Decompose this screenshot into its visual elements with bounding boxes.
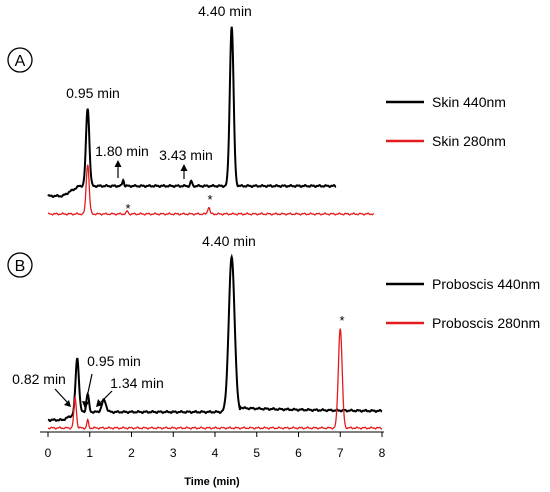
panel-b-label-circle [7,252,33,278]
panel-a: A 0.95 min 1.80 min 3.43 min 4.40 min * … [7,3,506,216]
x-tick-label-4: 4 [212,446,219,460]
arrow-shaft-b-082 [54,388,68,403]
arrow-head-b-134 [96,399,103,407]
x-tick-label-2: 2 [128,446,135,460]
legend-label-skin-440nm: Skin 440nm [432,94,506,110]
peak-label-a-343: 3.43 min [159,147,213,163]
x-tick-label-5: 5 [253,446,260,460]
legend-label-proboscis-440nm: Proboscis 440nm [432,276,540,292]
panel-b: B 0.82 min 0.95 min 1.34 min 4.40 min * … [7,233,540,430]
series-line-skin-440nm [47,26,337,199]
legend-label-proboscis-280nm: Proboscis 280nm [432,315,540,331]
x-axis-label: Time (min) [184,476,240,488]
panel-a-label: A [15,53,26,70]
peak-label-a-440: 4.40 min [198,3,252,19]
peak-label-b-134: 1.34 min [110,375,164,391]
arrow-shaft-b-134 [100,390,113,403]
x-tick-label-0: 0 [45,446,52,460]
arrow-head-a-180 [114,160,122,167]
peak-label-a-180: 1.80 min [95,143,149,159]
peak-label-a-095: 0.95 min [66,85,120,101]
x-tick-label-1: 1 [86,446,93,460]
arrow-head-b-082 [64,400,71,407]
panel-b-label: B [15,258,26,275]
x-axis: 0 1 2 3 4 5 6 7 8 [40,431,386,460]
asterisk-b-1: * [339,313,344,328]
arrow-head-b-095 [82,401,89,409]
x-tick-label-8: 8 [379,446,386,460]
asterisk-a-2: * [207,192,212,207]
series-line-proboscis-440nm [47,253,383,423]
x-tick-label-6: 6 [295,446,302,460]
peak-label-b-440: 4.40 min [202,233,256,249]
arrow-head-a-343 [180,164,188,171]
series-line-skin-280nm [47,164,375,216]
x-tick-label-7: 7 [337,446,344,460]
x-tick-label-3: 3 [170,446,177,460]
series-line-proboscis-280nm [47,328,383,430]
arrow-shaft-b-095 [85,373,93,403]
panel-a-label-circle [7,47,33,73]
peak-label-b-095: 0.95 min [87,353,141,369]
legend-label-skin-280nm: Skin 280nm [432,133,506,149]
peak-label-b-082: 0.82 min [12,371,66,387]
asterisk-a-1: * [125,201,130,216]
